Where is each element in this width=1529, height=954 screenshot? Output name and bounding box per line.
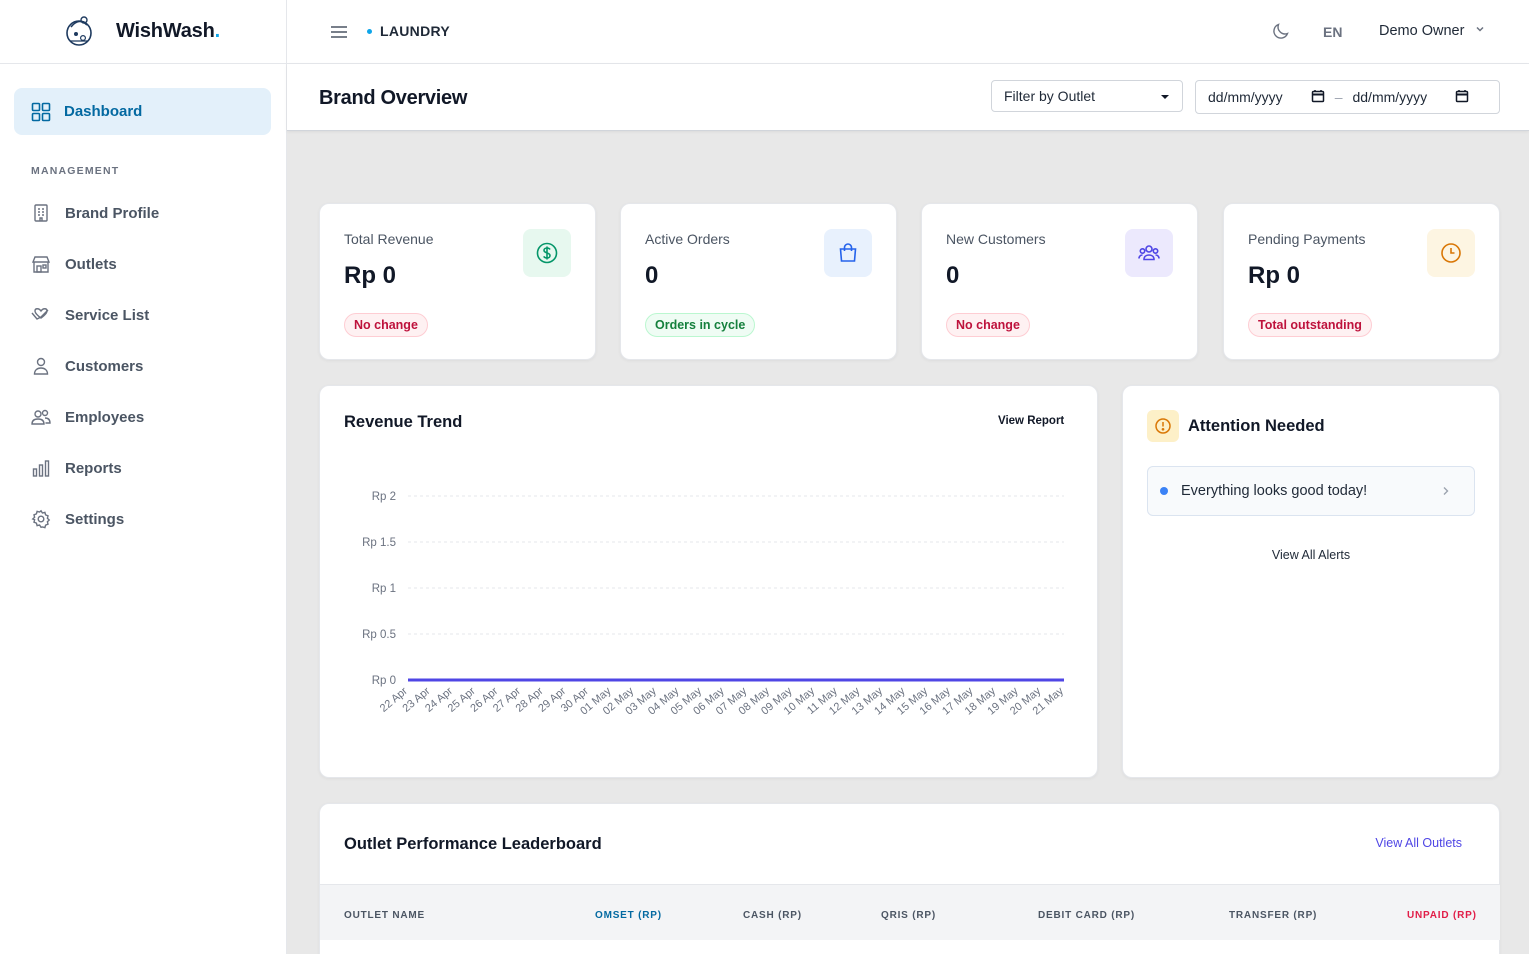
sidebar-section-title: MANAGEMENT	[31, 165, 120, 177]
view-all-alerts-link[interactable]: View All Alerts	[1271, 548, 1351, 562]
clock-icon	[1427, 229, 1475, 277]
hand-heart-icon	[30, 304, 52, 326]
column-header-qris[interactable]: QRIS (RP)	[881, 910, 936, 921]
alert-dot-icon	[1160, 487, 1168, 495]
top-header: LAUNDRY EN Demo Owner	[287, 0, 1529, 64]
language-toggle[interactable]: EN	[1323, 24, 1343, 40]
stat-card-total-revenue: Total Revenue Rp 0 No change	[319, 203, 596, 360]
sidebar-item-label: Employees	[65, 408, 145, 426]
grid-icon	[30, 101, 52, 123]
status-badge: No change	[344, 313, 428, 337]
moon-icon[interactable]	[1271, 21, 1291, 46]
stat-value: 0	[946, 262, 960, 289]
y-tick-label: Rp 0	[372, 675, 396, 687]
dollar-icon	[523, 229, 571, 277]
shopping-bag-icon	[824, 229, 872, 277]
column-header-cash[interactable]: CASH (RP)	[743, 910, 802, 921]
panel-title: Revenue Trend	[344, 413, 463, 431]
sidebar-item-settings[interactable]: Settings	[30, 507, 124, 531]
sidebar-item-label: Customers	[65, 357, 144, 375]
stat-title: New Customers	[946, 231, 1046, 247]
outlet-filter-select[interactable]: Filter by Outlet	[991, 80, 1183, 112]
sidebar-item-label: Brand Profile	[65, 204, 160, 222]
brand-header: WishWash.	[0, 0, 286, 64]
attention-panel: Attention Needed Everything looks good t…	[1122, 385, 1500, 778]
status-badge: Orders in cycle	[645, 313, 756, 337]
y-tick-label: Rp 1.5	[362, 537, 396, 549]
date-to-input[interactable]: dd/mm/yyyy	[1352, 89, 1428, 105]
column-header-debit-card[interactable]: DEBIT CARD (RP)	[1038, 910, 1135, 921]
calendar-icon[interactable]	[1311, 89, 1325, 106]
stat-value: Rp 0	[344, 262, 397, 289]
sidebar-item-reports[interactable]: Reports	[30, 456, 122, 480]
chevron-right-icon	[1440, 484, 1452, 502]
view-report-link[interactable]: View Report	[998, 415, 1065, 427]
alert-text: Everything looks good today!	[1181, 483, 1368, 499]
user-name: Demo Owner	[1379, 23, 1465, 39]
stat-value: 0	[645, 262, 659, 289]
sidebar-item-label: Service List	[65, 306, 150, 324]
stat-card-pending-payments: Pending Payments Rp 0 Total outstanding	[1223, 203, 1500, 360]
stat-title: Pending Payments	[1248, 231, 1366, 247]
y-tick-label: Rp 2	[372, 491, 396, 503]
status-badge: No change	[946, 313, 1030, 337]
hamburger-menu-icon[interactable]	[329, 22, 349, 42]
sidebar-item-label: Settings	[65, 510, 125, 528]
date-separator: –	[1334, 89, 1343, 105]
view-all-outlets-link[interactable]: View All Outlets	[1375, 836, 1462, 850]
sidebar: WishWash. Dashboard MANAGEMENT Brand Pro…	[0, 0, 287, 954]
sidebar-item-label: Dashboard	[64, 103, 143, 120]
breadcrumb: LAUNDRY	[367, 23, 450, 39]
stat-card-new-customers: New Customers 0 No change	[921, 203, 1198, 360]
stat-value: Rp 0	[1248, 262, 1301, 289]
date-from-input[interactable]: dd/mm/yyyy	[1208, 89, 1283, 105]
alert-item[interactable]: Everything looks good today!	[1147, 466, 1475, 516]
sidebar-item-employees[interactable]: Employees	[30, 405, 144, 429]
store-icon	[30, 253, 52, 275]
page-header: Brand Overview Filter by Outlet dd/mm/yy…	[287, 64, 1529, 131]
breadcrumb-dot-icon	[367, 28, 372, 34]
chevron-down-icon	[1474, 23, 1486, 39]
panel-title: Outlet Performance Leaderboard	[344, 835, 602, 853]
alert-circle-icon	[1147, 410, 1179, 442]
gear-icon	[30, 508, 52, 530]
sidebar-item-outlets[interactable]: Outlets	[30, 252, 117, 276]
status-badge: Total outstanding	[1248, 313, 1372, 337]
date-range-picker: dd/mm/yyyy – dd/mm/yyyy	[1195, 80, 1500, 114]
stat-card-active-orders: Active Orders 0 Orders in cycle	[620, 203, 897, 360]
sidebar-item-brand-profile[interactable]: Brand Profile	[30, 201, 159, 225]
users-icon	[30, 406, 52, 428]
brand-logo-icon[interactable]	[62, 13, 96, 51]
bar-chart-icon	[30, 457, 52, 479]
user-icon	[30, 355, 52, 377]
brand-name[interactable]: WishWash.	[116, 20, 220, 42]
users-icon	[1125, 229, 1173, 277]
sidebar-item-dashboard[interactable]: Dashboard	[14, 88, 271, 135]
caret-down-icon	[1160, 88, 1170, 104]
column-header-omset[interactable]: OMSET (RP)	[595, 910, 662, 921]
sidebar-item-label: Outlets	[65, 255, 117, 273]
y-tick-label: Rp 1	[372, 583, 396, 595]
stat-title: Active Orders	[645, 231, 730, 247]
column-header-transfer[interactable]: TRANSFER (RP)	[1229, 910, 1318, 921]
sidebar-item-label: Reports	[65, 459, 122, 477]
revenue-trend-panel: Revenue Trend View Report Rp 0 Rp 0.5 Rp 1…	[319, 385, 1098, 778]
user-menu[interactable]: Demo Owner	[1379, 23, 1486, 39]
outlet-filter-label: Filter by Outlet	[1004, 88, 1096, 104]
page-title: Brand Overview	[319, 87, 468, 109]
calendar-icon[interactable]	[1455, 89, 1469, 106]
column-header-outlet-name[interactable]: OUTLET NAME	[344, 910, 426, 921]
breadcrumb-label: LAUNDRY	[380, 23, 451, 39]
building-icon	[30, 202, 52, 224]
column-header-unpaid[interactable]: UNPAID (RP)	[1407, 910, 1477, 921]
stat-title: Total Revenue	[344, 231, 434, 247]
sidebar-item-customers[interactable]: Customers	[30, 354, 143, 378]
panel-title: Attention Needed	[1188, 417, 1325, 435]
table-header: OUTLET NAME OMSET (RP) CASH (RP) QRIS (R…	[320, 884, 1500, 940]
sidebar-item-service-list[interactable]: Service List	[30, 303, 149, 327]
y-tick-label: Rp 0.5	[362, 629, 396, 641]
leaderboard-panel: Outlet Performance Leaderboard View All …	[319, 803, 1500, 954]
